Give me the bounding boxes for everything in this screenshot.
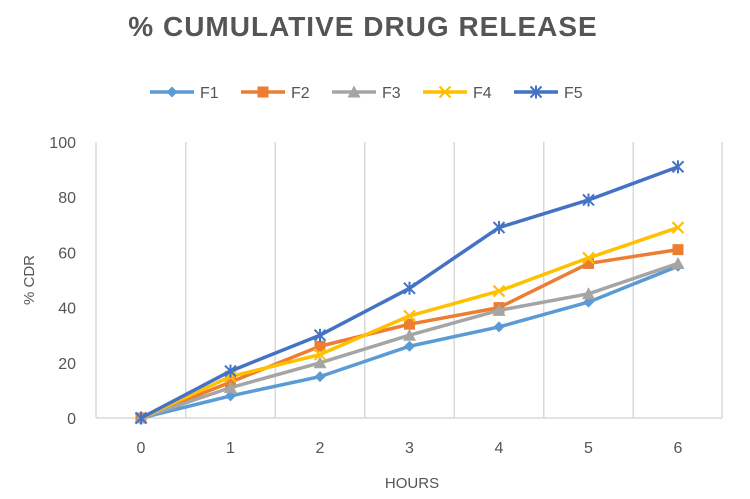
x-tick-label-5: 5: [584, 440, 593, 457]
data-point-F5-2: [313, 328, 327, 342]
legend-marker-F1: [166, 86, 178, 98]
data-point-F3-2: [313, 356, 327, 369]
y-tick-label-2: 40: [58, 301, 76, 318]
x-tick-label-3: 3: [405, 440, 414, 457]
data-point-F2-2: [314, 340, 326, 352]
legend-item-F5: F5: [514, 85, 583, 102]
legend: F1 F2 F3 F4 F5: [150, 85, 583, 102]
y-tick-label-0: 0: [67, 411, 76, 428]
data-point-F4-4: [492, 284, 506, 298]
data-point-F1-2: [314, 371, 326, 383]
data-point-F2-6: [672, 244, 684, 256]
legend-marker-F2: [257, 86, 269, 98]
data-point-F3-5: [582, 287, 595, 300]
legend-marker-F5: [529, 85, 543, 99]
data-point-F5-1: [224, 364, 237, 378]
data-point-F4-5: [582, 251, 595, 265]
data-point-F1-5: [583, 296, 594, 308]
x-axis-label: HOURS: [385, 475, 439, 492]
legend-item-F1: F1: [150, 85, 219, 102]
x-tick-label-1: 1: [226, 440, 235, 457]
x-tick-labels: 0 1 2 3 4 5 6: [137, 440, 683, 457]
legend-label-F5: F5: [564, 85, 583, 102]
y-tick-labels: 0 20 40 60 80 100: [49, 135, 76, 428]
legend-label-F3: F3: [382, 85, 401, 102]
data-point-F1-3: [404, 340, 415, 352]
x-tick-label-0: 0: [137, 440, 146, 457]
data-point-F5-3: [403, 281, 416, 295]
legend-label-F1: F1: [200, 85, 219, 102]
data-point-F5-5: [582, 193, 595, 207]
data-point-F4-2: [313, 348, 327, 361]
series-F5: [134, 160, 685, 425]
legend-marker-F3: [347, 85, 361, 98]
y-axis-label: % CDR: [21, 255, 38, 305]
data-point-F5-0: [134, 411, 148, 425]
x-tick-label-4: 4: [495, 440, 504, 457]
data-point-F2-5: [583, 257, 594, 269]
legend-label-F4: F4: [473, 85, 492, 102]
data-point-F4-6: [671, 221, 685, 234]
data-point-F3-4: [492, 303, 506, 316]
legend-item-F2: F2: [241, 85, 310, 102]
legend-marker-F4: [438, 85, 452, 99]
series-lines: [134, 160, 685, 425]
legend-label-F2: F2: [291, 85, 310, 102]
data-point-F5-4: [492, 221, 506, 235]
data-point-F3-3: [403, 328, 416, 341]
data-point-F4-3: [403, 309, 416, 323]
legend-item-F4: F4: [423, 85, 492, 102]
data-point-F3-1: [224, 381, 237, 394]
data-point-F3-6: [671, 256, 685, 269]
data-point-F1-4: [493, 321, 505, 333]
legend-item-F3: F3: [332, 85, 401, 102]
y-tick-label-1: 20: [58, 356, 76, 373]
x-tick-label-6: 6: [674, 440, 683, 457]
data-point-F1-1: [225, 390, 236, 402]
data-point-F2-3: [404, 318, 415, 330]
y-tick-label-5: 100: [49, 135, 76, 152]
y-tick-label-4: 80: [58, 190, 76, 207]
chart-title: % CUMULATIVE DRUG RELEASE: [128, 11, 597, 42]
y-tick-label-3: 60: [58, 245, 76, 262]
data-point-F5-6: [671, 160, 685, 174]
x-tick-label-2: 2: [316, 440, 325, 457]
